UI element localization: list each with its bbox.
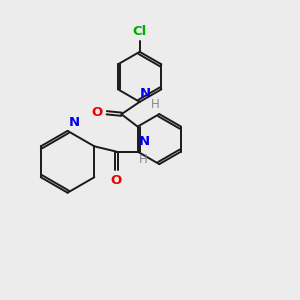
Text: O: O bbox=[111, 174, 122, 187]
Text: O: O bbox=[92, 106, 103, 119]
Text: N: N bbox=[139, 135, 150, 148]
Text: H: H bbox=[151, 98, 160, 111]
Text: H: H bbox=[139, 153, 147, 166]
Text: N: N bbox=[69, 116, 80, 129]
Text: N: N bbox=[140, 87, 151, 101]
Text: Cl: Cl bbox=[133, 25, 147, 38]
